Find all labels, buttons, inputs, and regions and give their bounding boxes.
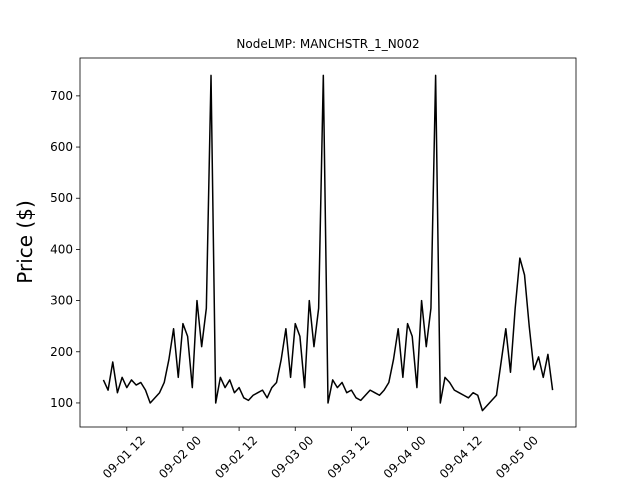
series-line xyxy=(102,74,554,412)
x-tick-label: 09-02 00 xyxy=(156,433,204,480)
x-tick-label: 09-04 00 xyxy=(381,433,429,480)
y-axis-label: Price ($) xyxy=(13,200,37,283)
y-tick-label: 700 xyxy=(50,89,73,103)
y-tick-label: 500 xyxy=(50,191,73,205)
x-tick-label: 09-04 12 xyxy=(437,433,485,480)
chart-title: NodeLMP: MANCHSTR_1_N002 xyxy=(236,37,419,51)
y-tick-label: 600 xyxy=(50,140,73,154)
x-tick-label: 09-02 12 xyxy=(212,433,260,480)
x-tick-label: 09-05 00 xyxy=(493,433,541,480)
x-tick-label: 09-03 00 xyxy=(268,433,316,480)
y-tick-label: 300 xyxy=(50,294,73,308)
y-tick-label: 100 xyxy=(50,396,73,410)
x-tick-label: 09-01 12 xyxy=(100,433,148,480)
y-tick-label: 400 xyxy=(50,242,73,256)
x-tick-label: 09-03 12 xyxy=(325,433,373,480)
plot-frame xyxy=(79,57,577,428)
y-tick-label: 200 xyxy=(50,345,73,359)
